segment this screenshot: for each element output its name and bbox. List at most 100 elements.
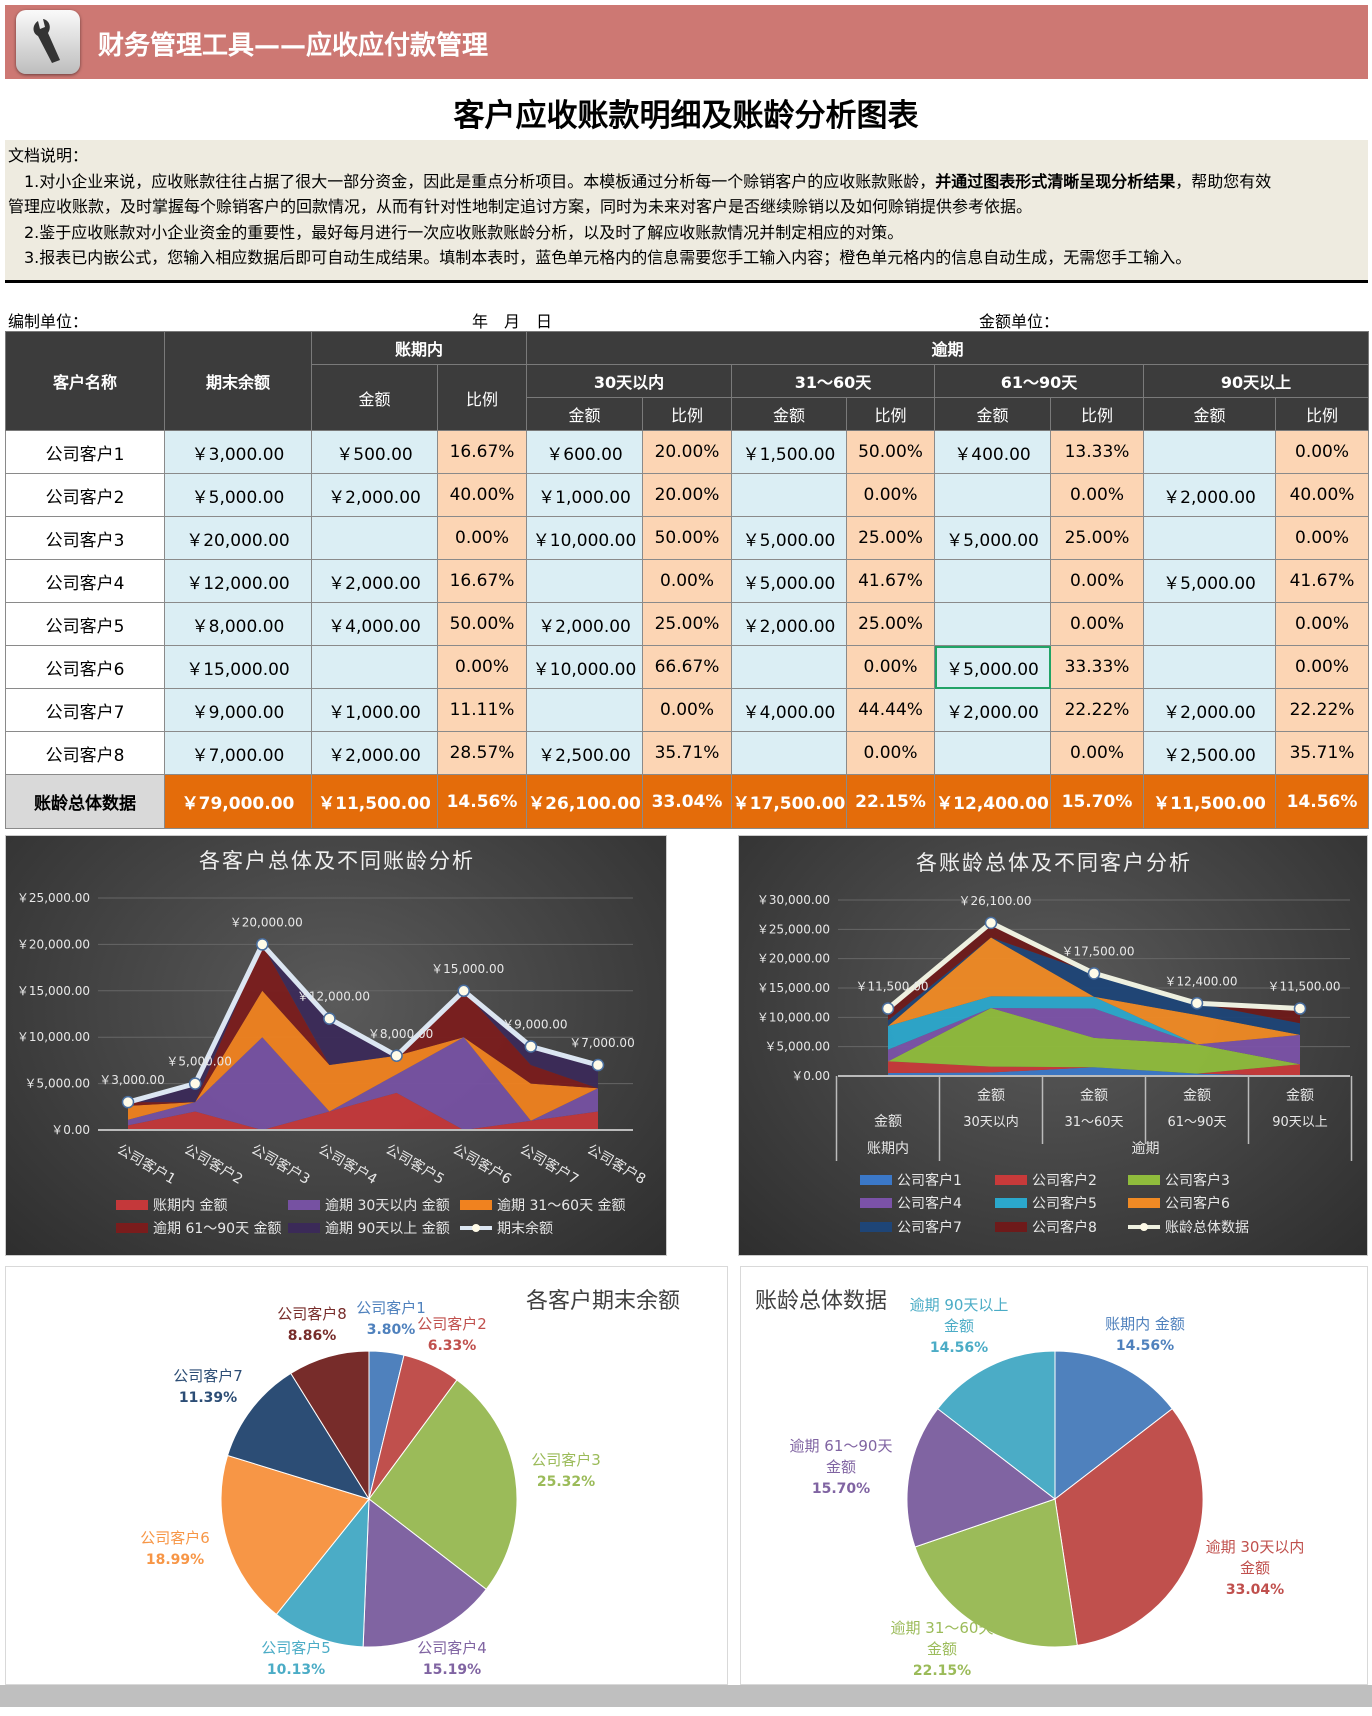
customer-name-cell[interactable]: 公司客户5 (5, 602, 165, 646)
amount-cell[interactable]: ￥600.00 (526, 430, 644, 474)
ratio-cell[interactable]: 0.00% (1050, 731, 1145, 775)
amount-cell[interactable]: ￥5,000.00 (934, 645, 1052, 689)
amount-cell[interactable] (311, 516, 438, 560)
balance-cell[interactable]: ￥12,000.00 (164, 559, 312, 603)
total-ratio-cell[interactable]: 14.56% (1275, 774, 1370, 829)
total-amount-cell[interactable]: ￥11,500.00 (311, 774, 438, 829)
total-ratio-cell[interactable]: 14.56% (436, 774, 528, 829)
amount-cell[interactable]: ￥2,000.00 (526, 602, 644, 646)
balance-cell[interactable]: ￥3,000.00 (164, 430, 312, 474)
amount-cell[interactable] (1143, 645, 1277, 689)
amount-cell[interactable] (731, 645, 848, 689)
customer-aging-area-chart[interactable]: 各客户总体及不同账龄分析 ￥0.00 ￥5,000.00 ￥10,000.00 ￥15,… (5, 835, 667, 1256)
ratio-cell[interactable]: 44.44% (846, 688, 936, 732)
amount-cell[interactable]: ￥2,500.00 (1143, 731, 1277, 775)
ratio-cell[interactable]: 0.00% (642, 688, 733, 732)
total-amount-cell[interactable]: ￥12,400.00 (934, 774, 1052, 829)
amount-cell[interactable] (1143, 602, 1277, 646)
ratio-cell[interactable]: 41.67% (1275, 559, 1370, 603)
ratio-cell[interactable]: 40.00% (1275, 473, 1370, 517)
ratio-cell[interactable]: 0.00% (1275, 516, 1370, 560)
amount-cell[interactable]: ￥400.00 (934, 430, 1052, 474)
amount-cell[interactable]: ￥1,000.00 (526, 473, 644, 517)
aging-customer-area-chart[interactable]: 各账龄总体及不同客户分析 ￥0.00 ￥5,000.00 ￥10,000.00 ￥15,… (738, 835, 1368, 1256)
amount-cell[interactable]: ￥5,000.00 (934, 516, 1052, 560)
ratio-cell[interactable]: 16.67% (436, 430, 528, 474)
amount-cell[interactable] (934, 473, 1052, 517)
amount-cell[interactable]: ￥5,000.00 (731, 559, 848, 603)
ratio-cell[interactable]: 0.00% (1050, 473, 1145, 517)
amount-cell[interactable]: ￥5,000.00 (731, 516, 848, 560)
ratio-cell[interactable]: 0.00% (846, 731, 936, 775)
ratio-cell[interactable]: 35.71% (1275, 731, 1370, 775)
ratio-cell[interactable]: 33.33% (1050, 645, 1145, 689)
amount-cell[interactable]: ￥2,000.00 (311, 473, 438, 517)
ratio-cell[interactable]: 0.00% (1275, 602, 1370, 646)
ratio-cell[interactable]: 0.00% (1275, 645, 1370, 689)
total-amount-cell[interactable]: ￥26,100.00 (526, 774, 644, 829)
balance-cell[interactable]: ￥5,000.00 (164, 473, 312, 517)
total-ratio-cell[interactable]: 33.04% (642, 774, 733, 829)
balance-cell[interactable]: ￥20,000.00 (164, 516, 312, 560)
customer-name-cell[interactable]: 公司客户3 (5, 516, 165, 560)
ratio-cell[interactable]: 0.00% (846, 473, 936, 517)
ratio-cell[interactable]: 0.00% (436, 516, 528, 560)
ratio-cell[interactable]: 41.67% (846, 559, 936, 603)
balance-cell[interactable]: ￥15,000.00 (164, 645, 312, 689)
total-ratio-cell[interactable]: 22.15% (846, 774, 936, 829)
amount-cell[interactable]: ￥1,000.00 (311, 688, 438, 732)
ratio-cell[interactable]: 25.00% (1050, 516, 1145, 560)
amount-cell[interactable]: ￥2,000.00 (1143, 688, 1277, 732)
ratio-cell[interactable]: 16.67% (436, 559, 528, 603)
amount-cell[interactable]: ￥5,000.00 (1143, 559, 1277, 603)
amount-cell[interactable]: ￥10,000.00 (526, 516, 644, 560)
balance-cell[interactable]: ￥7,000.00 (164, 731, 312, 775)
ratio-cell[interactable]: 25.00% (642, 602, 733, 646)
ratio-cell[interactable]: 0.00% (436, 645, 528, 689)
amount-cell[interactable]: ￥4,000.00 (311, 602, 438, 646)
ratio-cell[interactable]: 0.00% (1050, 602, 1145, 646)
amount-cell[interactable]: ￥2,000.00 (311, 731, 438, 775)
ratio-cell[interactable]: 0.00% (846, 645, 936, 689)
ratio-cell[interactable]: 40.00% (436, 473, 528, 517)
ratio-cell[interactable]: 20.00% (642, 430, 733, 474)
amount-cell[interactable]: ￥4,000.00 (731, 688, 848, 732)
amount-cell[interactable]: ￥2,000.00 (934, 688, 1052, 732)
customer-name-cell[interactable]: 公司客户8 (5, 731, 165, 775)
amount-cell[interactable] (1143, 430, 1277, 474)
total-ratio-cell[interactable]: 15.70% (1050, 774, 1145, 829)
ratio-cell[interactable]: 11.11% (436, 688, 528, 732)
ratio-cell[interactable]: 50.00% (642, 516, 733, 560)
amount-cell[interactable]: ￥10,000.00 (526, 645, 644, 689)
ratio-cell[interactable]: 35.71% (642, 731, 733, 775)
ratio-cell[interactable]: 22.22% (1050, 688, 1145, 732)
customer-name-cell[interactable]: 公司客户6 (5, 645, 165, 689)
balance-cell[interactable]: ￥8,000.00 (164, 602, 312, 646)
amount-cell[interactable]: ￥1,500.00 (731, 430, 848, 474)
ratio-cell[interactable]: 20.00% (642, 473, 733, 517)
balance-cell[interactable]: ￥9,000.00 (164, 688, 312, 732)
horizontal-scrollbar[interactable] (0, 1685, 1372, 1707)
customer-name-cell[interactable]: 公司客户4 (5, 559, 165, 603)
ratio-cell[interactable]: 50.00% (436, 602, 528, 646)
ratio-cell[interactable]: 50.00% (846, 430, 936, 474)
customer-balance-pie-chart[interactable]: 各客户期末余额 (5, 1266, 728, 1685)
amount-cell[interactable] (526, 559, 644, 603)
amount-cell[interactable]: ￥2,500.00 (526, 731, 644, 775)
amount-cell[interactable] (731, 473, 848, 517)
ratio-cell[interactable]: 22.22% (1275, 688, 1370, 732)
customer-name-cell[interactable]: 公司客户7 (5, 688, 165, 732)
amount-cell[interactable]: ￥2,000.00 (731, 602, 848, 646)
ratio-cell[interactable]: 0.00% (1050, 559, 1145, 603)
amount-cell[interactable] (526, 688, 644, 732)
ratio-cell[interactable]: 0.00% (1275, 430, 1370, 474)
aging-total-pie-chart[interactable]: 账龄总体数据 (740, 1266, 1368, 1685)
amount-cell[interactable] (731, 731, 848, 775)
total-balance-cell[interactable]: ￥79,000.00 (164, 774, 312, 829)
amount-cell[interactable]: ￥500.00 (311, 430, 438, 474)
ratio-cell[interactable]: 25.00% (846, 602, 936, 646)
ratio-cell[interactable]: 25.00% (846, 516, 936, 560)
amount-cell[interactable] (934, 559, 1052, 603)
total-amount-cell[interactable]: ￥17,500.00 (731, 774, 848, 829)
ratio-cell[interactable]: 66.67% (642, 645, 733, 689)
